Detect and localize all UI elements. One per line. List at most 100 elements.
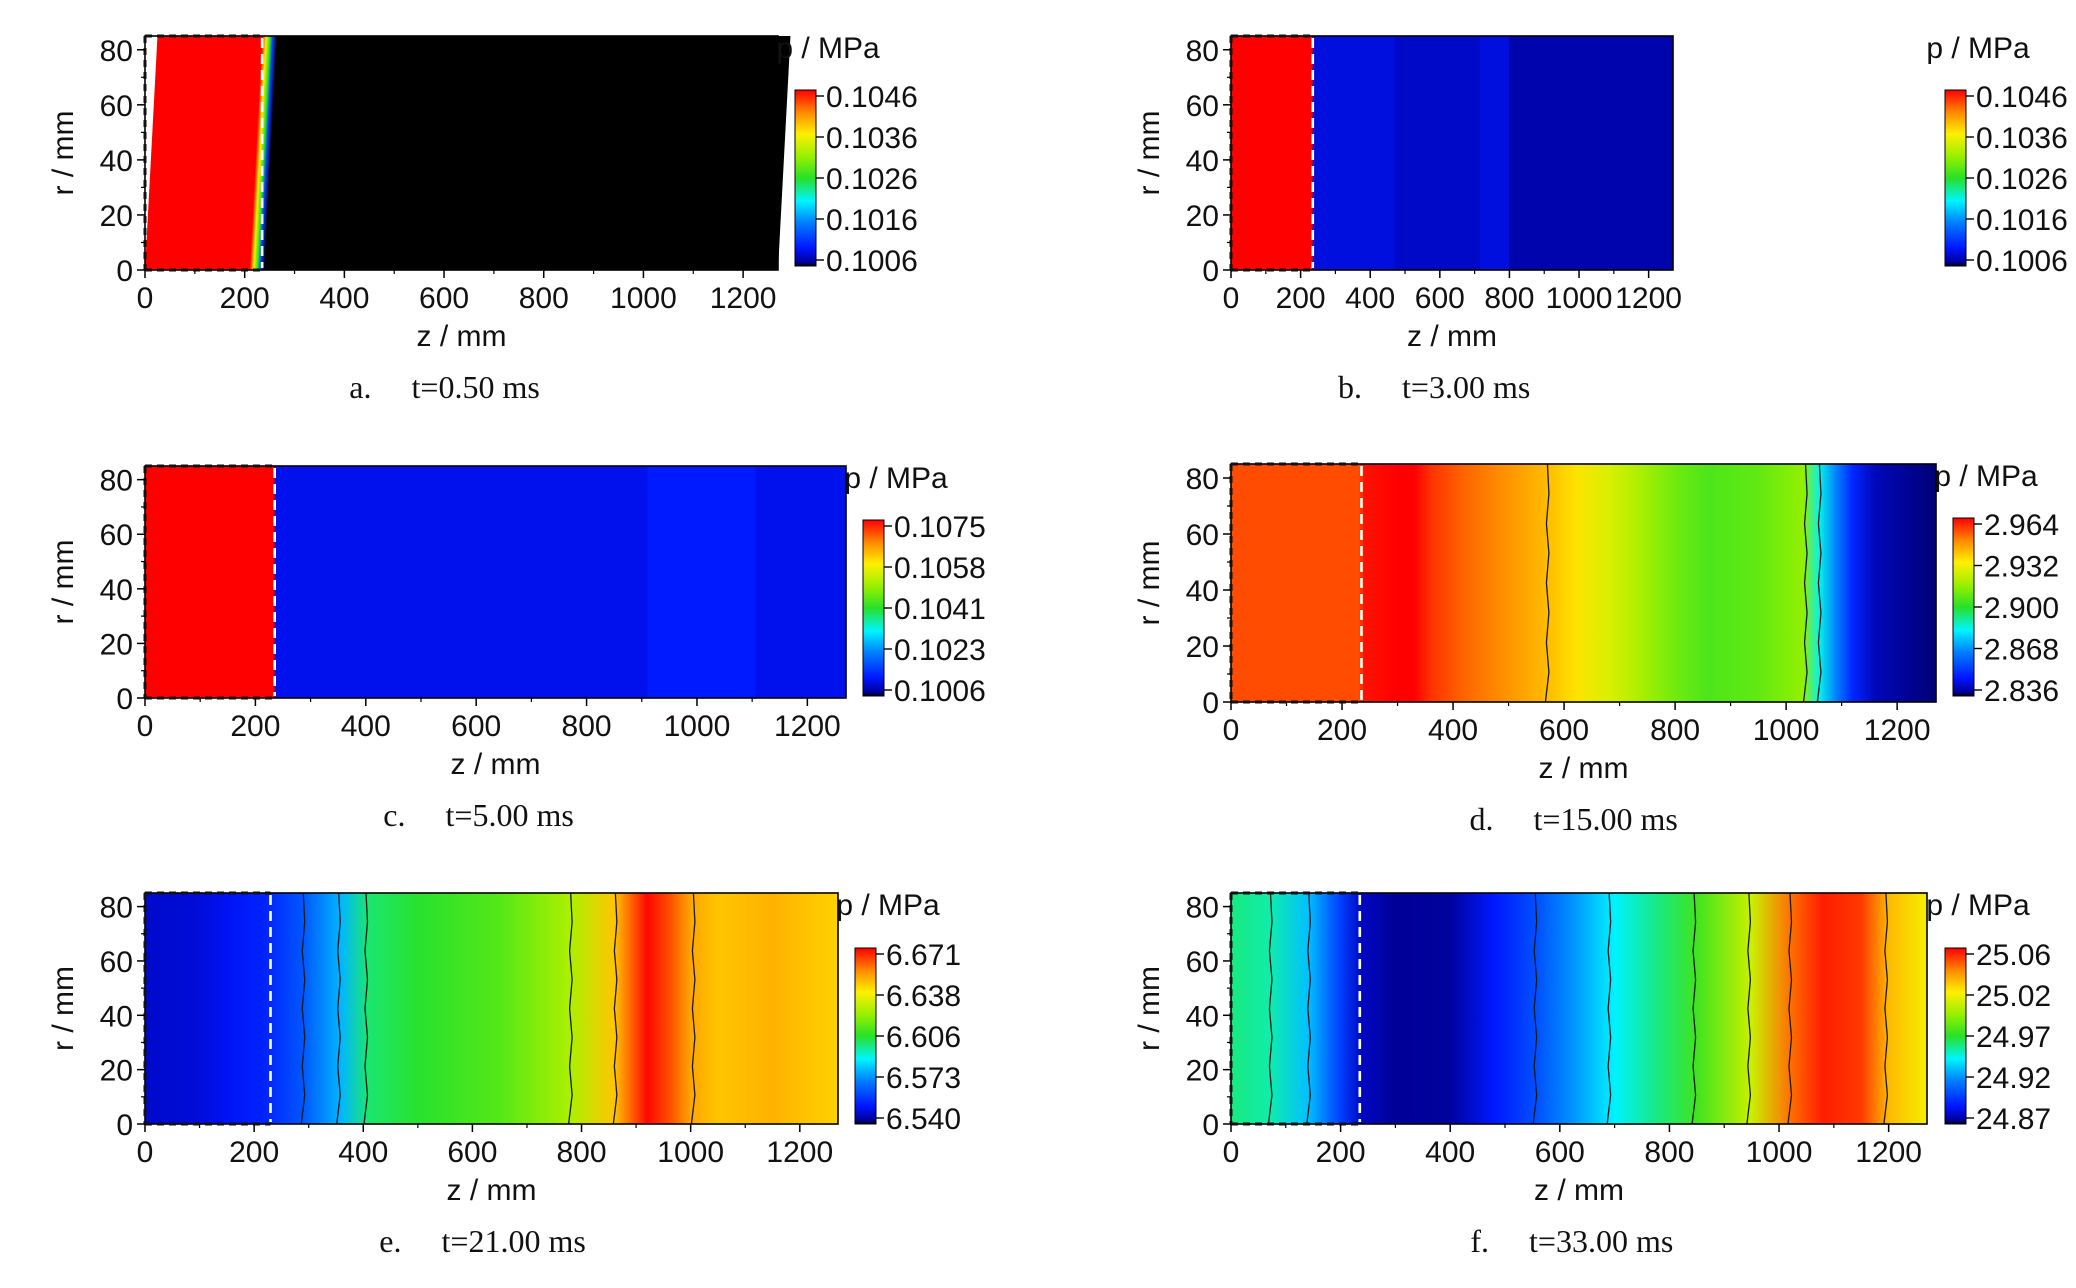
time-label: t=21.00 ms	[442, 1223, 586, 1259]
pressure-field	[145, 893, 838, 1124]
panel-label: f.	[1470, 1223, 1489, 1259]
y-axis-label: r / mm	[1133, 541, 1166, 626]
contour-line	[567, 892, 573, 1125]
time-label: t=15.00 ms	[1534, 801, 1678, 837]
contour-line	[1606, 892, 1612, 1125]
time-label: t=33.00 ms	[1529, 1223, 1673, 1259]
colorbar-tick-label: 0.1026	[1976, 163, 2068, 196]
colorbar-tick-label: 0.1026	[826, 163, 918, 196]
y-tick-label: 80	[100, 35, 133, 68]
x-tick-label: 800	[519, 282, 569, 315]
x-tick-label: 1200	[774, 710, 841, 743]
y-tick-label: 80	[100, 465, 133, 498]
x-tick-label: 1200	[766, 1136, 833, 1169]
x-tick-label: 1200	[1855, 1136, 1922, 1169]
colorbar-tick-label: 2.932	[1984, 551, 2059, 584]
time-label: t=3.00 ms	[1402, 369, 1530, 405]
colorbar-title: p / MPa	[1934, 460, 2038, 493]
y-axis-label: r / mm	[47, 966, 80, 1051]
colorbar-tick-label: 0.1006	[826, 245, 918, 278]
pressure-field	[145, 36, 791, 270]
x-axis-label: z / mm	[1407, 320, 1497, 353]
plot-frame	[144, 465, 847, 699]
contour-line	[1746, 892, 1752, 1125]
y-tick-label: 60	[100, 519, 133, 552]
y-tick-label: 60	[100, 946, 133, 979]
contour-line	[1267, 892, 1273, 1125]
x-tick-label: 200	[1276, 282, 1326, 315]
panel-label: e.	[379, 1223, 401, 1259]
x-axis-label: z / mm	[447, 1174, 537, 1207]
contour-line	[1787, 892, 1793, 1125]
x-tick-label: 600	[447, 1136, 497, 1169]
x-axis-label: z / mm	[417, 320, 507, 353]
x-tick-label: 200	[1317, 714, 1367, 747]
y-tick-label: 20	[1186, 200, 1219, 233]
colorbar-tick-label: 25.02	[1976, 980, 2051, 1013]
contour-line	[1306, 892, 1311, 1125]
colorbar-tick-label: 24.97	[1976, 1021, 2051, 1054]
contour-line	[612, 892, 618, 1125]
colorbar	[1944, 89, 1967, 267]
panel-label: c.	[383, 797, 405, 833]
x-tick-label: 400	[341, 710, 391, 743]
x-tick-label: 200	[229, 1136, 279, 1169]
x-tick-label: 400	[1428, 714, 1478, 747]
colorbar-tick-label: 6.573	[886, 1062, 961, 1095]
colorbar-tick-label: 0.1075	[894, 511, 986, 544]
panel-label: a.	[349, 369, 371, 405]
x-tick-label: 800	[1484, 282, 1534, 315]
contour-line	[1532, 892, 1538, 1125]
colorbar-tick-label: 0.1016	[826, 204, 918, 237]
y-tick-label: 80	[1186, 35, 1219, 68]
x-tick-label: 1200	[1615, 282, 1682, 315]
colorbar-tick-label: 24.92	[1976, 1062, 2051, 1095]
x-tick-label: 1000	[1746, 1136, 1813, 1169]
pressure-field	[145, 466, 846, 698]
x-tick-label: 600	[1539, 714, 1589, 747]
y-tick-label: 60	[100, 90, 133, 123]
y-tick-label: 0	[1202, 1109, 1219, 1142]
plot-frame	[1230, 463, 1937, 703]
y-tick-label: 60	[1186, 90, 1219, 123]
y-tick-label: 40	[100, 574, 133, 607]
y-tick-label: 20	[100, 200, 133, 233]
colorbar-title: p / MPa	[776, 32, 880, 65]
chart-panel: 0 200 400 600 800 1000 1200 0 20 40 60 80 z / mm r / …	[1133, 889, 2051, 1259]
x-tick-label: 1000	[610, 282, 677, 315]
contour-line	[690, 892, 696, 1125]
pressure-field	[1231, 893, 1927, 1124]
x-tick-label: 0	[1223, 714, 1240, 747]
contour-line	[1816, 463, 1822, 703]
x-tick-label: 1000	[664, 710, 731, 743]
x-tick-label: 200	[220, 282, 270, 315]
x-tick-label: 400	[319, 282, 369, 315]
x-tick-label: 800	[557, 1136, 607, 1169]
y-tick-label: 60	[1186, 519, 1219, 552]
contour-line	[1544, 463, 1550, 703]
colorbar	[1944, 947, 1967, 1125]
x-tick-label: 1200	[1864, 714, 1931, 747]
y-tick-label: 0	[116, 255, 133, 288]
y-tick-label: 20	[100, 1055, 133, 1088]
x-tick-label: 0	[137, 1136, 154, 1169]
contour-line	[363, 892, 369, 1125]
colorbar	[1952, 517, 1975, 697]
chart-panel: 0 200 400 600 800 1000 1200 0 20 40 60 80 z / mm r / …	[47, 462, 986, 833]
colorbar-tick-label: 0.1046	[1976, 81, 2068, 114]
x-tick-label: 200	[1316, 1136, 1366, 1169]
y-tick-label: 40	[100, 145, 133, 178]
y-tick-label: 40	[100, 1000, 133, 1033]
y-axis-label: r / mm	[47, 111, 80, 196]
colorbar-title: p / MPa	[836, 889, 940, 922]
x-axis-label: z / mm	[1539, 752, 1629, 785]
y-tick-label: 0	[1202, 687, 1219, 720]
colorbar-title: p / MPa	[1926, 32, 2030, 65]
colorbar-tick-label: 6.606	[886, 1021, 961, 1054]
x-tick-label: 400	[1425, 1136, 1475, 1169]
colorbar-tick-label: 0.1016	[1976, 204, 2068, 237]
x-tick-label: 600	[1415, 282, 1465, 315]
chart-panel: 0 200 400 600 800 1000 1200 0 20 40 60 80 z / mm r / …	[1133, 460, 2059, 837]
x-tick-label: 400	[338, 1136, 388, 1169]
colorbar-tick-label: 0.1046	[826, 81, 918, 114]
